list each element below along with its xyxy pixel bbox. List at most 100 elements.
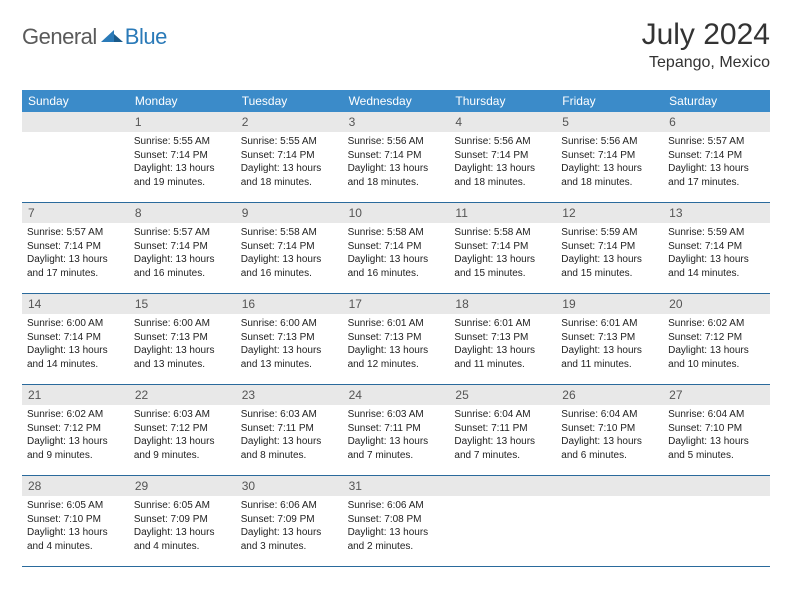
day-number — [556, 476, 663, 496]
day-cell: 30Sunrise: 6:06 AMSunset: 7:09 PMDayligh… — [236, 476, 343, 566]
day-number: 28 — [22, 476, 129, 496]
day-details — [663, 496, 770, 504]
daylight-text: Daylight: 13 hours and 16 minutes. — [241, 253, 338, 280]
day-number — [663, 476, 770, 496]
daylight-text: Daylight: 13 hours and 18 minutes. — [454, 162, 551, 189]
sunset-text: Sunset: 7:13 PM — [454, 331, 551, 345]
day-details: Sunrise: 6:00 AMSunset: 7:13 PMDaylight:… — [236, 314, 343, 376]
day-details: Sunrise: 6:01 AMSunset: 7:13 PMDaylight:… — [449, 314, 556, 376]
day-cell: 12Sunrise: 5:59 AMSunset: 7:14 PMDayligh… — [556, 203, 663, 293]
day-number: 2 — [236, 112, 343, 132]
day-details: Sunrise: 5:58 AMSunset: 7:14 PMDaylight:… — [343, 223, 450, 285]
day-details: Sunrise: 6:00 AMSunset: 7:14 PMDaylight:… — [22, 314, 129, 376]
day-cell: 9Sunrise: 5:58 AMSunset: 7:14 PMDaylight… — [236, 203, 343, 293]
weekday-header: Tuesday — [236, 90, 343, 112]
sunrise-text: Sunrise: 5:56 AM — [561, 135, 658, 149]
daylight-text: Daylight: 13 hours and 7 minutes. — [454, 435, 551, 462]
sunrise-text: Sunrise: 6:03 AM — [241, 408, 338, 422]
brand-logo: General Blue — [22, 18, 167, 50]
day-cell: 14Sunrise: 6:00 AMSunset: 7:14 PMDayligh… — [22, 294, 129, 384]
sunrise-text: Sunrise: 6:02 AM — [27, 408, 124, 422]
calendar-grid: Sunday Monday Tuesday Wednesday Thursday… — [22, 90, 770, 567]
day-cell: 16Sunrise: 6:00 AMSunset: 7:13 PMDayligh… — [236, 294, 343, 384]
day-cell: 21Sunrise: 6:02 AMSunset: 7:12 PMDayligh… — [22, 385, 129, 475]
sunrise-text: Sunrise: 5:55 AM — [241, 135, 338, 149]
day-cell: 18Sunrise: 6:01 AMSunset: 7:13 PMDayligh… — [449, 294, 556, 384]
calendar-page: General Blue July 2024 Tepango, Mexico S… — [0, 0, 792, 585]
sunset-text: Sunset: 7:13 PM — [134, 331, 231, 345]
sunset-text: Sunset: 7:11 PM — [241, 422, 338, 436]
brand-text-2: Blue — [125, 24, 167, 50]
day-cell: 7Sunrise: 5:57 AMSunset: 7:14 PMDaylight… — [22, 203, 129, 293]
calendar-week-row: 21Sunrise: 6:02 AMSunset: 7:12 PMDayligh… — [22, 385, 770, 476]
day-number — [449, 476, 556, 496]
calendar-week-row: 14Sunrise: 6:00 AMSunset: 7:14 PMDayligh… — [22, 294, 770, 385]
sunset-text: Sunset: 7:14 PM — [348, 240, 445, 254]
day-number: 25 — [449, 385, 556, 405]
sunrise-text: Sunrise: 6:04 AM — [668, 408, 765, 422]
day-number: 6 — [663, 112, 770, 132]
day-details: Sunrise: 6:04 AMSunset: 7:10 PMDaylight:… — [556, 405, 663, 467]
day-details: Sunrise: 6:05 AMSunset: 7:09 PMDaylight:… — [129, 496, 236, 558]
day-number: 8 — [129, 203, 236, 223]
day-cell: 5Sunrise: 5:56 AMSunset: 7:14 PMDaylight… — [556, 112, 663, 202]
calendar-week-row: 28Sunrise: 6:05 AMSunset: 7:10 PMDayligh… — [22, 476, 770, 567]
day-number: 5 — [556, 112, 663, 132]
day-cell: 6Sunrise: 5:57 AMSunset: 7:14 PMDaylight… — [663, 112, 770, 202]
sunrise-text: Sunrise: 6:03 AM — [348, 408, 445, 422]
sunrise-text: Sunrise: 5:58 AM — [348, 226, 445, 240]
day-details: Sunrise: 6:06 AMSunset: 7:09 PMDaylight:… — [236, 496, 343, 558]
daylight-text: Daylight: 13 hours and 12 minutes. — [348, 344, 445, 371]
day-number: 11 — [449, 203, 556, 223]
title-block: July 2024 Tepango, Mexico — [642, 18, 770, 72]
sunset-text: Sunset: 7:10 PM — [27, 513, 124, 527]
day-cell: 11Sunrise: 5:58 AMSunset: 7:14 PMDayligh… — [449, 203, 556, 293]
weekday-header: Friday — [556, 90, 663, 112]
daylight-text: Daylight: 13 hours and 4 minutes. — [134, 526, 231, 553]
sunset-text: Sunset: 7:09 PM — [134, 513, 231, 527]
day-details: Sunrise: 5:58 AMSunset: 7:14 PMDaylight:… — [449, 223, 556, 285]
day-number: 21 — [22, 385, 129, 405]
day-details: Sunrise: 6:03 AMSunset: 7:12 PMDaylight:… — [129, 405, 236, 467]
day-details — [449, 496, 556, 504]
day-number: 15 — [129, 294, 236, 314]
day-details: Sunrise: 6:02 AMSunset: 7:12 PMDaylight:… — [22, 405, 129, 467]
day-number — [22, 112, 129, 132]
day-cell: 31Sunrise: 6:06 AMSunset: 7:08 PMDayligh… — [343, 476, 450, 566]
day-details: Sunrise: 5:55 AMSunset: 7:14 PMDaylight:… — [236, 132, 343, 194]
day-details: Sunrise: 6:01 AMSunset: 7:13 PMDaylight:… — [343, 314, 450, 376]
daylight-text: Daylight: 13 hours and 4 minutes. — [27, 526, 124, 553]
day-details: Sunrise: 5:57 AMSunset: 7:14 PMDaylight:… — [663, 132, 770, 194]
sunrise-text: Sunrise: 5:59 AM — [668, 226, 765, 240]
day-number: 24 — [343, 385, 450, 405]
sunrise-text: Sunrise: 5:56 AM — [348, 135, 445, 149]
day-number: 14 — [22, 294, 129, 314]
day-cell: 4Sunrise: 5:56 AMSunset: 7:14 PMDaylight… — [449, 112, 556, 202]
sunset-text: Sunset: 7:13 PM — [241, 331, 338, 345]
brand-triangle-icon — [101, 28, 123, 46]
day-number: 27 — [663, 385, 770, 405]
sunrise-text: Sunrise: 6:04 AM — [454, 408, 551, 422]
sunset-text: Sunset: 7:10 PM — [561, 422, 658, 436]
day-details: Sunrise: 6:04 AMSunset: 7:11 PMDaylight:… — [449, 405, 556, 467]
daylight-text: Daylight: 13 hours and 2 minutes. — [348, 526, 445, 553]
day-cell: 13Sunrise: 5:59 AMSunset: 7:14 PMDayligh… — [663, 203, 770, 293]
sunrise-text: Sunrise: 5:55 AM — [134, 135, 231, 149]
daylight-text: Daylight: 13 hours and 15 minutes. — [561, 253, 658, 280]
day-details: Sunrise: 5:57 AMSunset: 7:14 PMDaylight:… — [22, 223, 129, 285]
day-number: 30 — [236, 476, 343, 496]
sunset-text: Sunset: 7:13 PM — [561, 331, 658, 345]
sunrise-text: Sunrise: 6:06 AM — [241, 499, 338, 513]
daylight-text: Daylight: 13 hours and 18 minutes. — [561, 162, 658, 189]
day-details: Sunrise: 6:03 AMSunset: 7:11 PMDaylight:… — [236, 405, 343, 467]
day-details: Sunrise: 6:04 AMSunset: 7:10 PMDaylight:… — [663, 405, 770, 467]
day-details: Sunrise: 6:03 AMSunset: 7:11 PMDaylight:… — [343, 405, 450, 467]
sunset-text: Sunset: 7:14 PM — [348, 149, 445, 163]
sunset-text: Sunset: 7:11 PM — [348, 422, 445, 436]
day-cell — [556, 476, 663, 566]
day-number: 19 — [556, 294, 663, 314]
daylight-text: Daylight: 13 hours and 16 minutes. — [134, 253, 231, 280]
day-cell: 28Sunrise: 6:05 AMSunset: 7:10 PMDayligh… — [22, 476, 129, 566]
sunrise-text: Sunrise: 6:02 AM — [668, 317, 765, 331]
day-details: Sunrise: 5:56 AMSunset: 7:14 PMDaylight:… — [343, 132, 450, 194]
